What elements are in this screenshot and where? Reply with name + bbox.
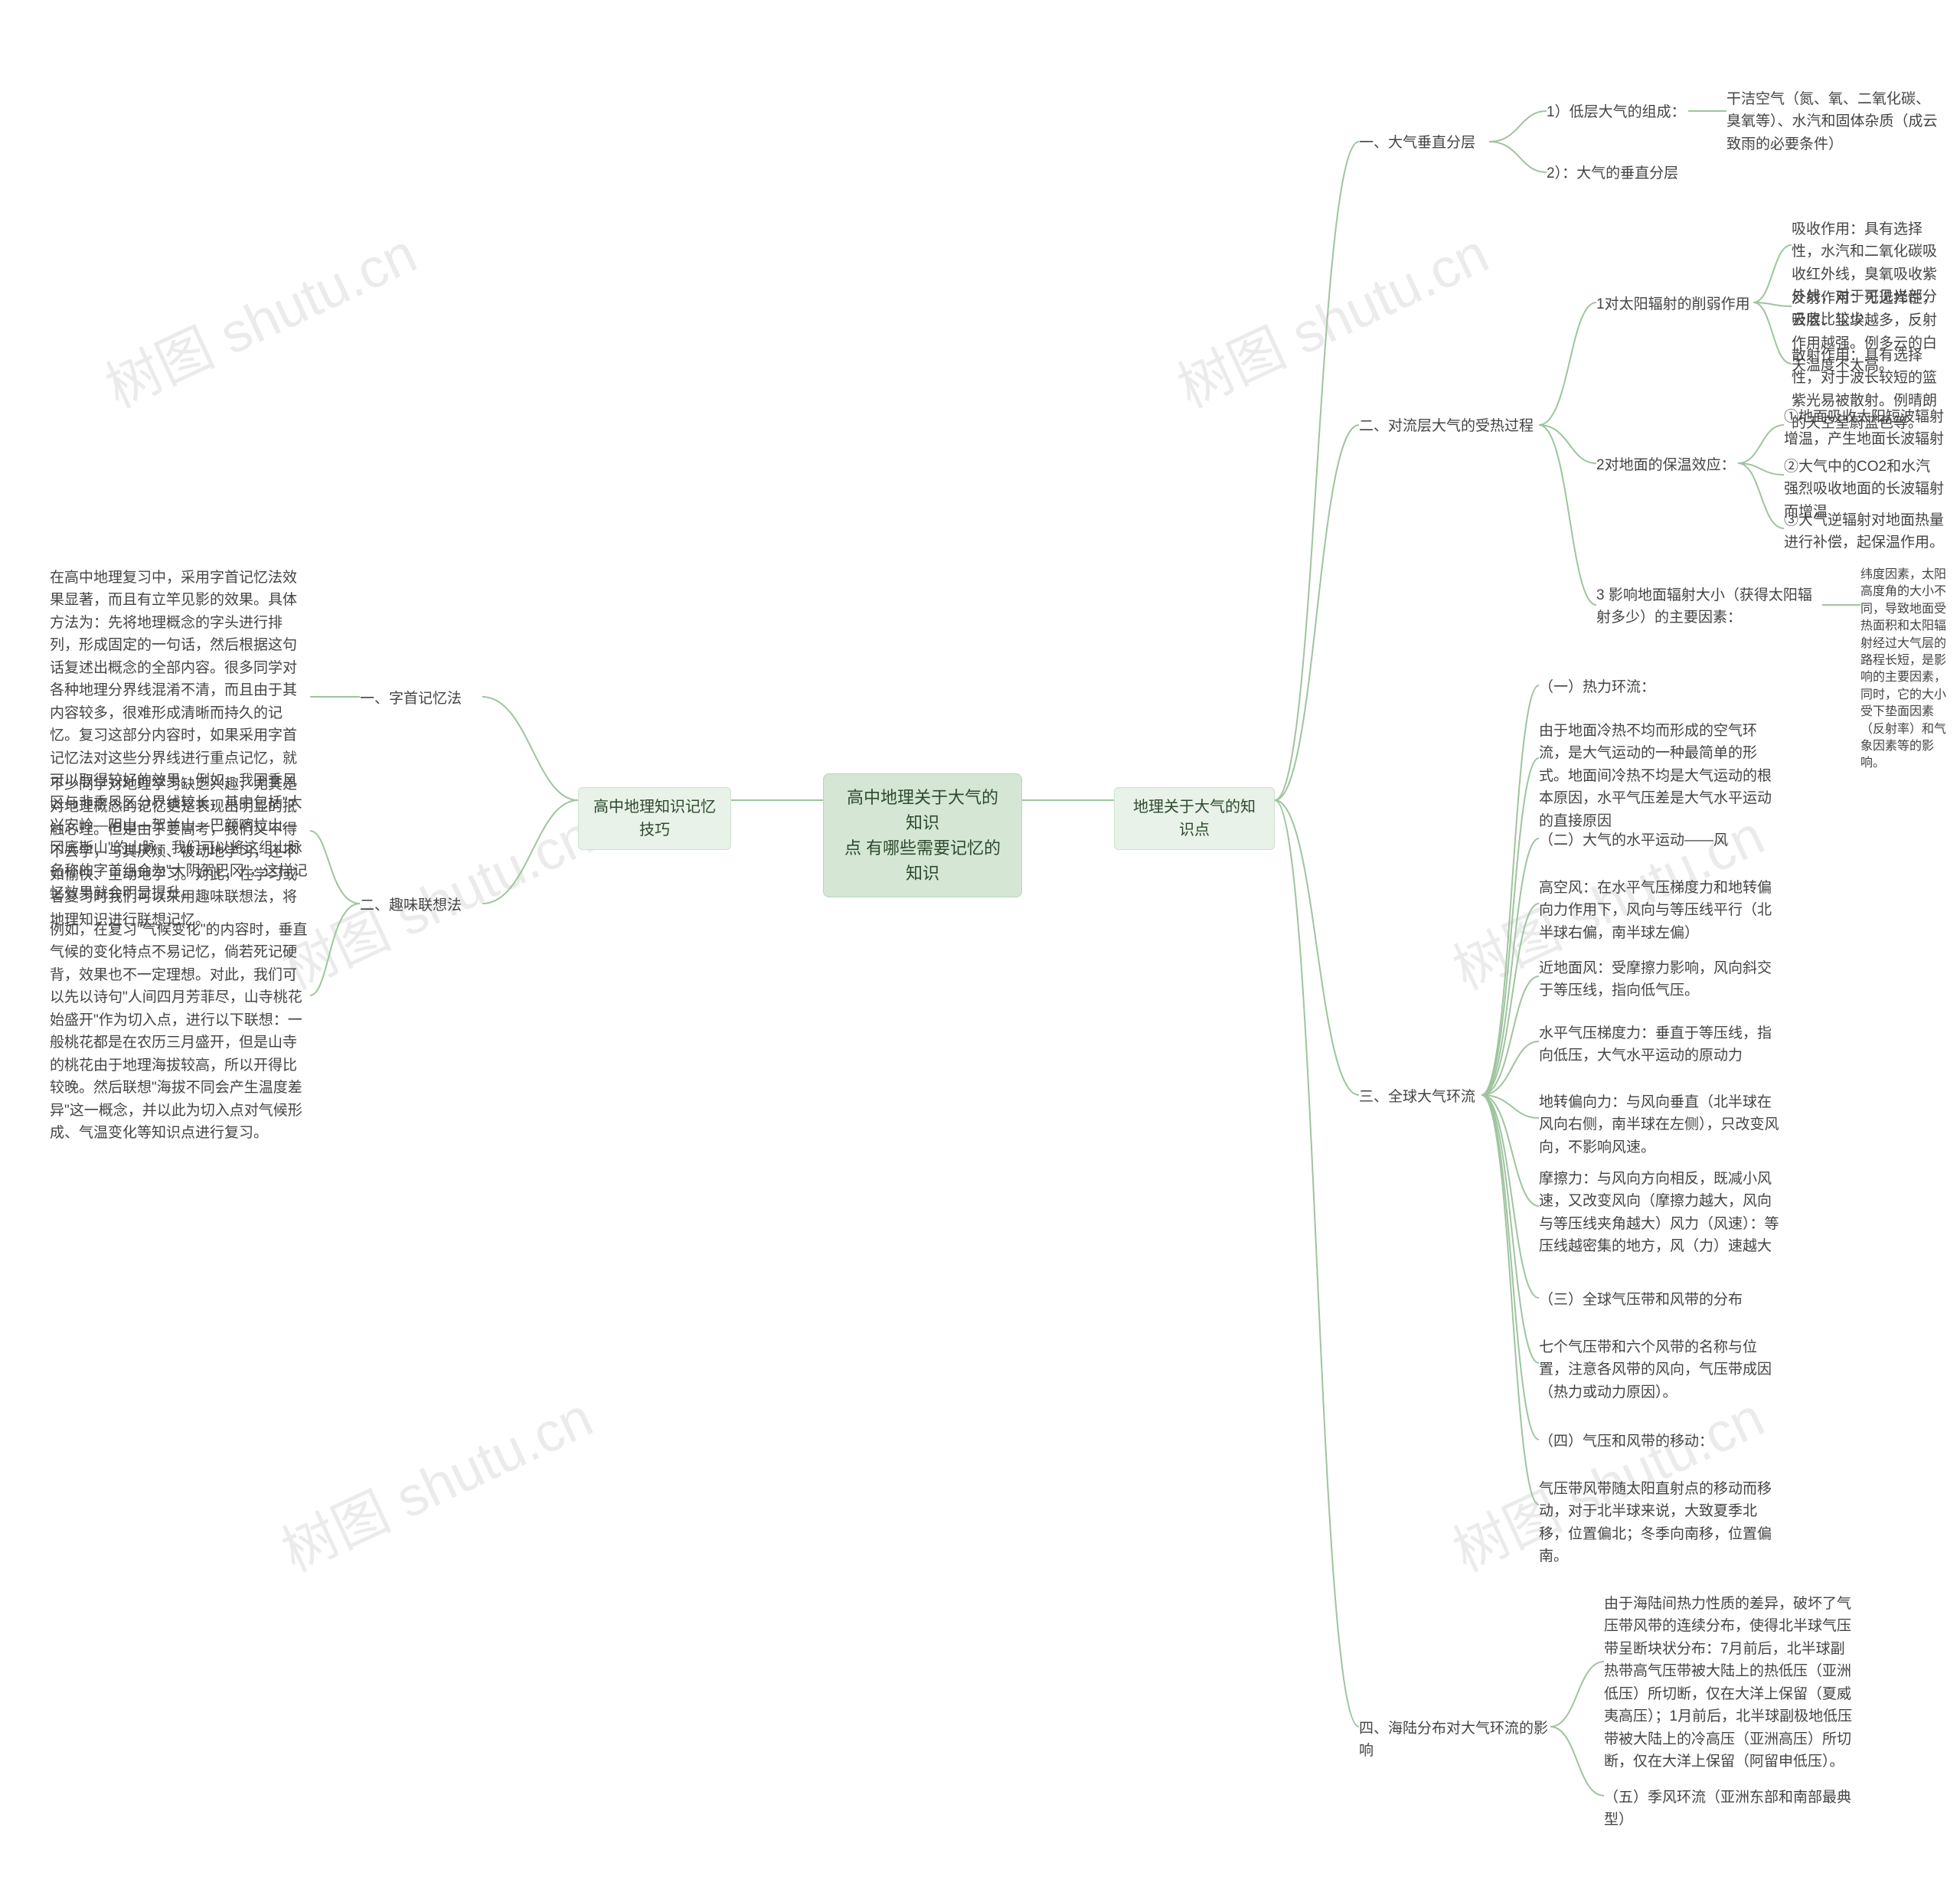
s3-item-0: （一）热力环流： [1539,676,1784,698]
s2-c3-label: 3 影响地面辐射大小（获得太阳辐射多少）的主要因素： [1596,584,1822,629]
s2-label: 二、对流层大气的受热过程 [1359,415,1539,437]
root-line1: 高中地理关于大气的知识 [847,788,998,832]
s1-c1-label: 1）低层大气的组成： [1547,101,1688,123]
left-sub1-label: 一、字首记忆法 [360,688,482,710]
s3-item-4: 近地面风：受摩擦力影响，风向斜交于等压线，指向低气压。 [1539,957,1784,1002]
s3-item-5: 水平气压梯度力：垂直于等压线，指向低压，大气水平运动的原动力 [1539,1022,1784,1067]
left-sub2-text2: 例如，在复习"气候变化"的内容时，垂直气候的变化特点不易记忆，倘若死记硬背，效果… [50,919,310,1144]
root-line2: 点 有哪些需要记忆的知识 [844,838,1001,883]
s3-item-1: 由于地面冷热不均而形成的空气环流，是大气运动的一种最简单的形式。地面间冷热不均是… [1539,720,1784,832]
root-node: 高中地理关于大气的知识 点 有哪些需要记忆的知识 [823,773,1022,897]
left-sub2-text1: 不少同学对地理学习缺乏兴趣，尤其是对地理概念的记忆更是表现出明显的抵触心理。但是… [50,773,310,931]
left-branch: 高中地理知识记忆技巧 [578,787,731,850]
s2-c1-label: 1对太阳辐射的削弱作用 [1596,293,1753,315]
s3-item-8: （三）全球气压带和风带的分布 [1539,1289,1784,1311]
right-branch: 地理关于大气的知识点 [1114,787,1275,850]
s1-label: 一、大气垂直分层 [1359,132,1489,154]
s4-label: 四、海陆分布对大气环流的影响 [1359,1718,1550,1763]
s3-item-11: 气压带风带随太阳直射点的移动而移动，对于北半球来说，大致夏季北移，位置偏北；冬季… [1539,1478,1784,1568]
s4-a: 由于海陆间热力性质的差异，破坏了气压带风带的连续分布，使得北半球气压带呈断块状分… [1604,1593,1857,1773]
s3-item-9: 七个气压带和六个风带的名称与位置，注意各风带的风向，气压带成因（热力或动力原因）… [1539,1336,1784,1404]
s3-item-7: 摩擦力：与风向方向相反，既减小风速，又改变风向（摩擦力越大，风向与等压线夹角越大… [1539,1168,1784,1258]
s1-c1-text: 干洁空气（氮、氧、二氧化碳、臭氧等）、水汽和固体杂质（成云致雨的必要条件） [1726,88,1941,155]
watermark: 树图 shutu.cn [90,209,427,423]
s2-c2-c: ③大气逆辐射对地面热量进行补偿，起保温作用。 [1784,509,1945,554]
s3-item-3: 高空风：在水平气压梯度力和地转偏向力作用下，风向与等压线平行（北半球右偏，南半球… [1539,877,1784,944]
watermark: 树图 shutu.cn [266,1373,603,1587]
watermark: 树图 shutu.cn [1162,209,1499,423]
s2-c2-label: 2对地面的保温效应： [1596,454,1738,476]
s3-item-10: （四）气压和风带的移动： [1539,1430,1784,1453]
s3-item-2: （二）大气的水平运动——风 [1539,829,1784,851]
left-sub2-label: 二、趣味联想法 [360,894,482,917]
s1-c2-label: 2）：大气的垂直分层 [1547,162,1700,185]
s4-b: （五）季风环流（亚洲东部和南部最典型） [1604,1786,1857,1832]
s3-item-6: 地转偏向力：与风向垂直（北半球在风向右侧，南半球在左侧），只改变风向，不影响风速… [1539,1091,1784,1159]
s2-c3-text: 纬度因素，太阳高度角的大小不同，导致地面受热面积和太阳辐射经过大气层的路程长短，… [1860,567,1952,773]
s2-c2-a: ①地面吸收太阳短波辐射增温，产生地面长波辐射 [1784,406,1945,451]
s3-label: 三、全球大气环流 [1359,1086,1481,1108]
